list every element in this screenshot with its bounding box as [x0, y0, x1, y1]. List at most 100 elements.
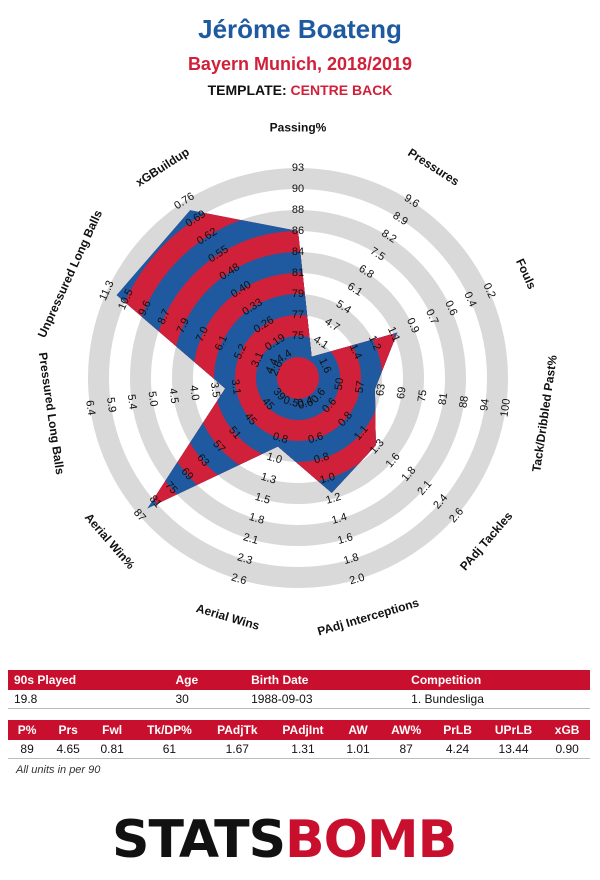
stats-header: Fwl — [90, 720, 135, 740]
radar-tick-label: 4.4 — [263, 357, 280, 376]
template-label: TEMPLATE: — [207, 82, 287, 98]
radar-tick-label: 0.2 — [480, 281, 497, 300]
radar-tick-label: 7.0 — [194, 325, 211, 344]
stats-value: 89 — [8, 740, 47, 759]
radar-tick-label: 1.1 — [385, 325, 402, 344]
info-header: 90s Played — [8, 670, 170, 690]
stats-value: 61 — [134, 740, 205, 759]
info-value: 19.8 — [8, 690, 170, 709]
radar-chart: 7577798184868890934.14.75.46.16.87.58.28… — [35, 120, 560, 638]
team-season: Bayern Munich, 2018/2019 — [187, 54, 413, 74]
radar-tick-label: 5.4 — [125, 393, 139, 410]
radar-tick-label: 1.3 — [259, 471, 277, 487]
radar-axis-label: Passing% — [270, 120, 327, 134]
stats-value: 1.67 — [204, 740, 270, 759]
radar-axis-label: PAdj Interceptions — [316, 595, 421, 638]
radar-tick-label: 3.1 — [229, 379, 243, 396]
radar-tick-label: 1.6 — [336, 531, 354, 547]
radar-tick-label: 1.8 — [248, 511, 266, 527]
info-header: Competition — [405, 670, 590, 690]
statsbomb-logo: STATS BOMB — [112, 810, 457, 870]
radar-tick-label: 6.4 — [83, 399, 97, 416]
stats-value: 4.24 — [432, 740, 483, 759]
radar-tick-label: 50 — [333, 377, 347, 391]
info-value: 1. Bundesliga — [405, 690, 590, 709]
radar-tick-label: 7.9 — [175, 316, 192, 335]
radar-tick-label: 1.8 — [342, 551, 360, 567]
stats-value-row: 89 4.65 0.81 61 1.67 1.31 1.01 87 4.24 1… — [8, 740, 590, 759]
radar-tick-label: 94 — [478, 398, 492, 412]
radar-tick-label: 69 — [395, 386, 409, 400]
radar-tick-label: 77 — [292, 309, 304, 321]
radar-tick-label: 5.0 — [146, 390, 160, 407]
radar-tick-label: 2.3 — [236, 551, 254, 567]
radar-tick-label: 5.2 — [232, 342, 249, 361]
info-header: Birth Date — [245, 670, 406, 690]
stats-header: PAdjInt — [269, 720, 337, 740]
radar-tick-label: 75 — [416, 389, 430, 403]
stats-value: 0.81 — [90, 740, 135, 759]
info-table: 90s Played Age Birth Date Competition 19… — [8, 670, 590, 709]
radar-axis-label: Aerial Wins — [195, 601, 262, 633]
radar-tick-label: 88 — [457, 395, 471, 409]
radar-tick-label: 1.4 — [330, 511, 348, 527]
player-name: Jérôme Boateng — [198, 14, 402, 44]
radar-tick-label: 84 — [292, 246, 304, 258]
stats-header: PAdjTk — [204, 720, 270, 740]
stats-value: 0.90 — [544, 740, 590, 759]
units-note: All units in per 90 — [16, 764, 101, 776]
radar-axis-label: Fouls — [513, 256, 539, 291]
radar-tick-label: 0.4 — [296, 394, 314, 410]
stats-header: Tk/DP% — [134, 720, 205, 740]
player-band — [277, 357, 319, 399]
info-header-row: 90s Played Age Birth Date Competition — [8, 670, 590, 690]
radar-tick-label: 81 — [437, 392, 451, 406]
template-value: CENTRE BACK — [290, 82, 393, 98]
radar-tick-label: 3.1 — [249, 350, 266, 369]
radar-tick-label: 100 — [499, 398, 513, 418]
info-value: 30 — [169, 690, 246, 709]
stats-value: 1.01 — [336, 740, 380, 759]
radar-tick-label: 0.7 — [423, 307, 440, 326]
radar-tick-label: 5.9 — [104, 396, 118, 413]
stats-value: 87 — [380, 740, 433, 759]
radar-tick-label: 9.6 — [136, 299, 153, 318]
radar-tick-label: 81 — [292, 267, 304, 279]
radar-tick-label: 63 — [374, 383, 388, 397]
radar-tick-label: 0.8 — [271, 430, 289, 446]
logo-text-stats: STATS — [112, 810, 286, 870]
template-line: TEMPLATE: CENTRE BACK — [0, 82, 600, 98]
radar-axis-label: xGBuildup — [133, 145, 192, 190]
radar-tick-label: 57 — [353, 380, 367, 394]
radar-tick-label: 0.8 — [313, 451, 331, 467]
stats-header: xGB — [544, 720, 590, 740]
radar-tick-label: 0.5 — [282, 394, 300, 410]
radar-tick-label: 79 — [292, 288, 304, 300]
radar-tick-label: 1.5 — [253, 491, 271, 507]
stats-table: P% Prs Fwl Tk/DP% PAdjTk PAdjInt AW AW% … — [8, 720, 590, 759]
radar-tick-label: 0.9 — [404, 316, 421, 335]
radar-tick-label: 2.6 — [230, 571, 248, 587]
stats-header: PrLB — [432, 720, 483, 740]
radar-tick-label: 1.2 — [366, 334, 383, 353]
info-value: 1988-09-03 — [245, 690, 406, 709]
stats-header: AW% — [380, 720, 433, 740]
radar-tick-label: 0.6 — [307, 430, 325, 446]
logo-text-bomb: BOMB — [285, 810, 457, 870]
info-value-row: 19.8 30 1988-09-03 1. Bundesliga — [8, 690, 590, 709]
stats-header-row: P% Prs Fwl Tk/DP% PAdjTk PAdjInt AW AW% … — [8, 720, 590, 740]
radar-tick-label: 93 — [292, 162, 304, 174]
radar-tick-label: 1.2 — [324, 491, 342, 507]
radar-tick-label: 4.5 — [166, 387, 180, 404]
radar-tick-label: 2.0 — [348, 571, 366, 587]
stats-header: AW — [336, 720, 380, 740]
stats-header: P% — [8, 720, 47, 740]
radar-tick-label: 2.6 — [268, 359, 285, 378]
stats-value: 1.31 — [269, 740, 337, 759]
radar-tick-label: 8.7 — [156, 307, 173, 326]
radar-tick-label: 88 — [292, 204, 304, 216]
radar-axis-label: Pressured Long Balls — [36, 351, 67, 475]
radar-tick-label: 4.0 — [187, 385, 201, 402]
radar-axis-label: Aerial Win% — [82, 510, 138, 572]
radar-tick-label: 1.4 — [347, 342, 364, 361]
